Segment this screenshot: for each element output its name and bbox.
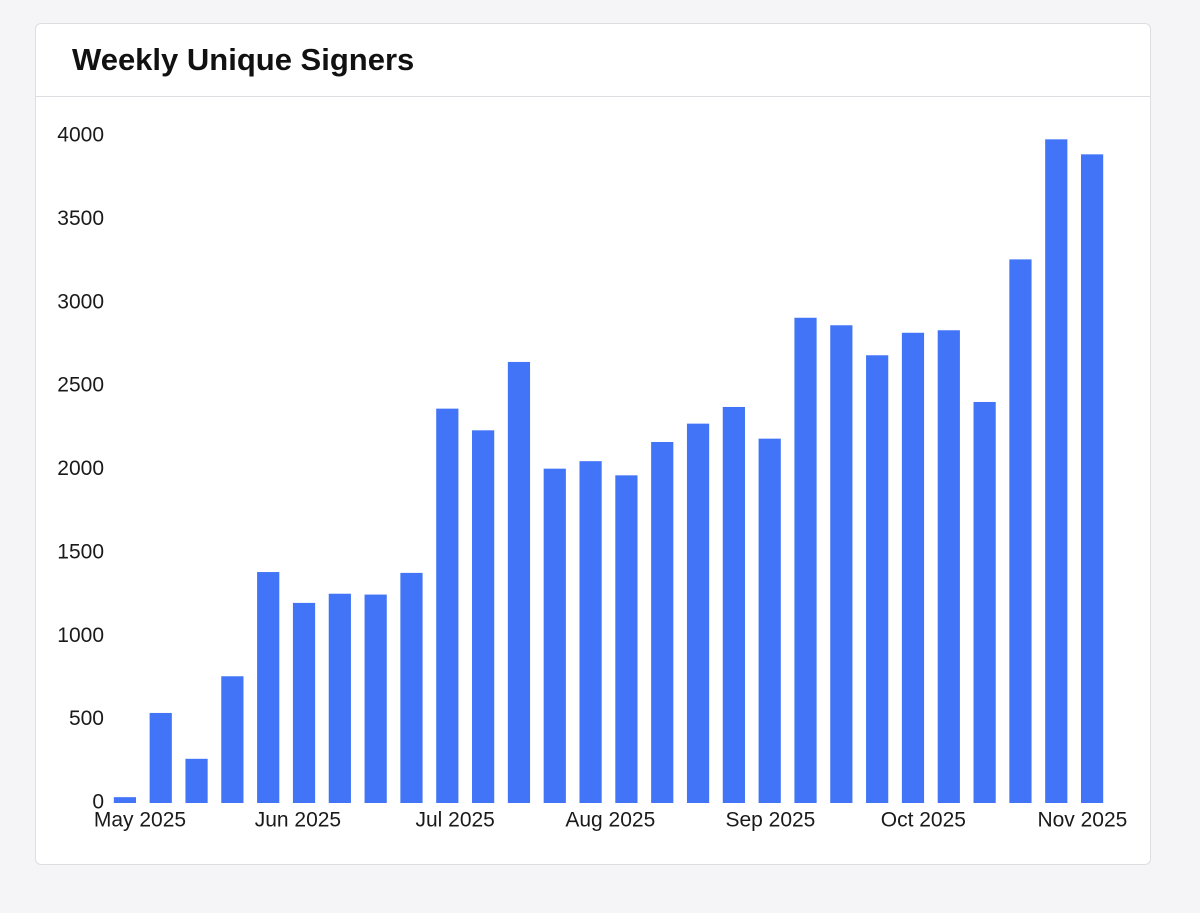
bar (257, 572, 280, 803)
bar (185, 758, 208, 803)
y-tick-label: 0 (92, 791, 104, 814)
bar (866, 355, 889, 803)
bar (400, 572, 423, 803)
bar (794, 317, 817, 803)
y-tick-label: 2000 (57, 457, 104, 480)
bar (651, 441, 674, 803)
bar (1045, 139, 1068, 803)
bar (937, 330, 960, 803)
y-tick-label: 1000 (57, 624, 104, 647)
bar (328, 593, 351, 803)
bar (686, 423, 710, 803)
bar (1009, 259, 1032, 803)
bar (364, 594, 387, 803)
y-tick-label: 500 (69, 707, 104, 730)
bar (722, 406, 745, 803)
x-tick-label: Jun 2025 (255, 809, 341, 832)
y-tick-label: 4000 (57, 124, 104, 147)
x-tick-label: Aug 2025 (565, 809, 655, 832)
bar (436, 408, 459, 803)
bar (543, 468, 566, 803)
y-tick-label: 3000 (57, 290, 104, 313)
bar (1080, 154, 1104, 803)
bar (758, 438, 781, 803)
bar (472, 430, 495, 803)
bar (973, 401, 996, 803)
chart-title: Weekly Unique Signers (72, 42, 415, 77)
y-tick-label: 1500 (57, 540, 104, 563)
card-header: Weekly Unique Signers (36, 24, 1150, 97)
x-tick-label: Jul 2025 (415, 809, 494, 832)
x-tick-label: Nov 2025 (1037, 809, 1127, 832)
bar (579, 461, 602, 803)
bar (149, 712, 172, 803)
x-tick-label: Oct 2025 (881, 809, 966, 832)
bar (507, 361, 531, 803)
x-tick-label: Sep 2025 (725, 809, 815, 832)
x-tick-label: May 2025 (94, 809, 186, 832)
bar (221, 676, 244, 803)
y-tick-label: 3500 (57, 207, 104, 230)
y-tick-label: 2500 (57, 374, 104, 397)
bar (113, 797, 137, 803)
bar (830, 325, 853, 803)
bar (901, 332, 925, 803)
bar (615, 475, 638, 803)
bar (292, 602, 316, 803)
